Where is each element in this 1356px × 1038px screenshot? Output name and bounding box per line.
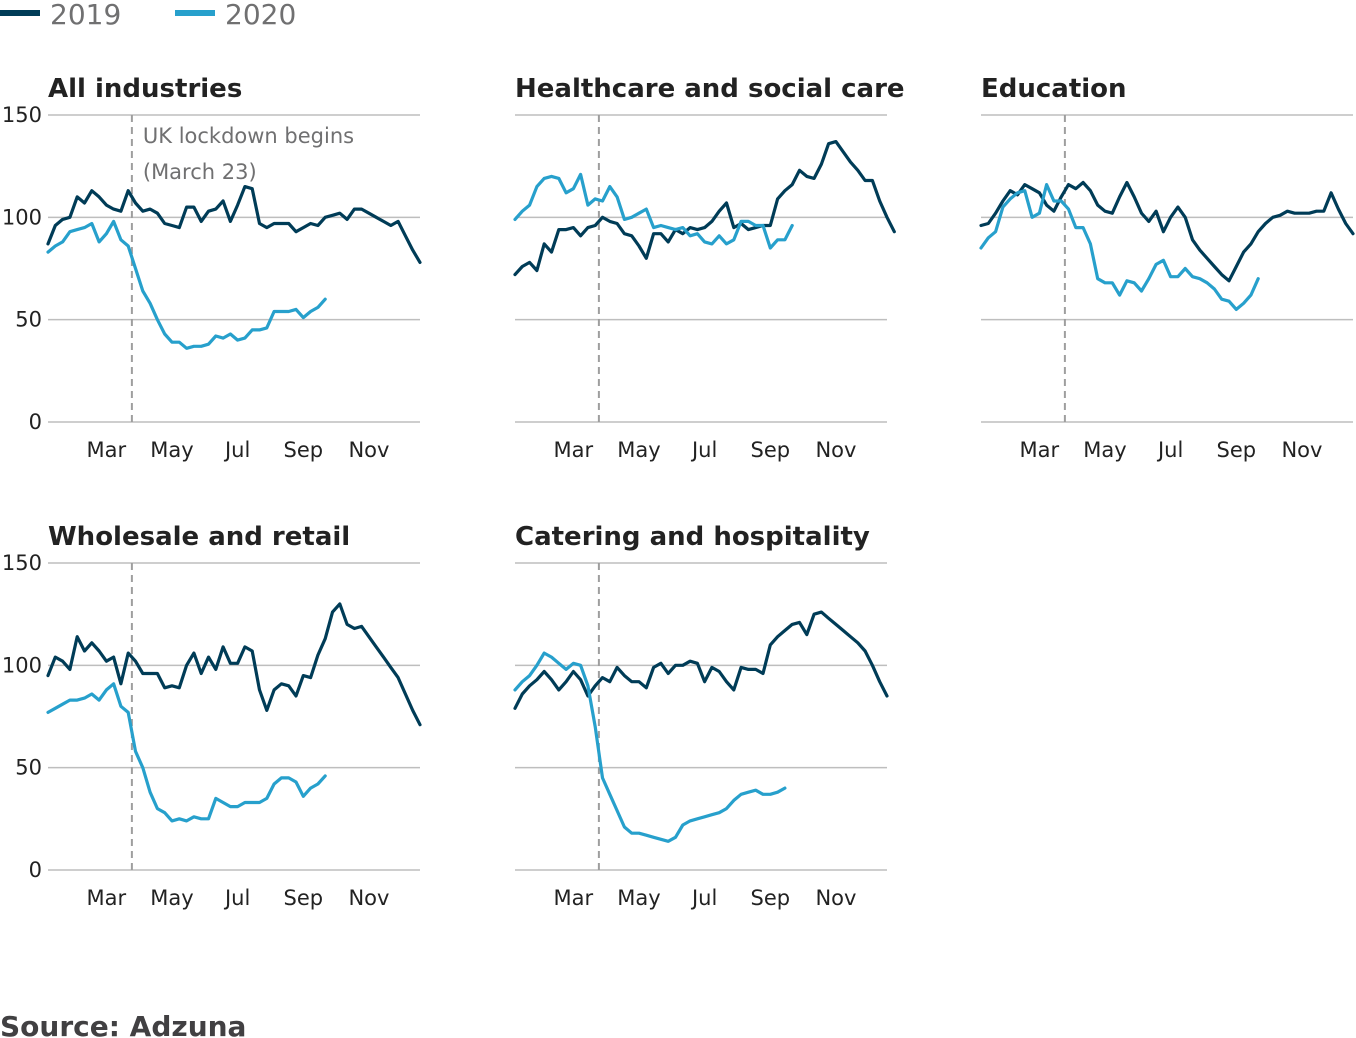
x-tick-label-may: May bbox=[1083, 438, 1126, 462]
y-tick-label-150: 150 bbox=[2, 551, 42, 575]
panel-wholesale-and-retail: Wholesale and retail 0 50 100 150 Mar May Jul Se… bbox=[2, 522, 422, 910]
panels-group: All industries 0 50 100 150 Mar May Jul Sep Nov UK… bbox=[2, 74, 1355, 910]
legend-label-2019: 2019 bbox=[50, 0, 121, 31]
x-tick-label-sep: Sep bbox=[283, 886, 323, 910]
legend-item-2019: 2019 bbox=[0, 0, 121, 31]
panel-title-wholesale-and-retail: Wholesale and retail bbox=[48, 522, 350, 552]
x-tick-label-sep: Sep bbox=[750, 886, 790, 910]
x-tick-label-may: May bbox=[617, 886, 660, 910]
x-tick-label-nov: Nov bbox=[348, 886, 389, 910]
x-tick-label-jul: Jul bbox=[690, 886, 717, 910]
x-tick-label-sep: Sep bbox=[283, 438, 323, 462]
x-tick-label-nov: Nov bbox=[348, 438, 389, 462]
legend-swatch-2019 bbox=[0, 10, 40, 16]
x-tick-label-mar: Mar bbox=[554, 438, 594, 462]
series-line-2020 bbox=[513, 172, 794, 250]
x-tick-label-jul: Jul bbox=[690, 438, 717, 462]
panel-title-education: Education bbox=[981, 74, 1127, 104]
panel-healthcare-and-social-care: Healthcare and social care Mar May Jul Sep No… bbox=[513, 74, 905, 462]
x-tick-label-jul: Jul bbox=[223, 886, 250, 910]
y-tick-label-0: 0 bbox=[29, 410, 42, 434]
x-tick-label-mar: Mar bbox=[87, 438, 127, 462]
series-line-2019 bbox=[46, 185, 422, 264]
panel-education: Education Mar May Jul Sep Nov bbox=[979, 74, 1355, 462]
lockdown-annotation-line2: (March 23) bbox=[143, 160, 257, 184]
series-line-2020 bbox=[46, 219, 327, 350]
x-tick-label-nov: Nov bbox=[815, 886, 856, 910]
series-line-2019 bbox=[46, 602, 422, 727]
y-tick-label-0: 0 bbox=[29, 858, 42, 882]
x-tick-label-may: May bbox=[617, 438, 660, 462]
x-tick-label-may: May bbox=[150, 438, 193, 462]
source-note: Source: Adzuna bbox=[0, 1010, 246, 1038]
series-line-2020 bbox=[513, 651, 787, 843]
panel-title-healthcare-and-social-care: Healthcare and social care bbox=[515, 74, 905, 104]
x-tick-label-nov: Nov bbox=[1281, 438, 1322, 462]
panel-all-industries: All industries 0 50 100 150 Mar May Jul Sep Nov UK… bbox=[2, 74, 422, 462]
x-tick-label-jul: Jul bbox=[223, 438, 250, 462]
legend-item-2020: 2020 bbox=[175, 0, 296, 31]
y-tick-label-100: 100 bbox=[2, 653, 42, 677]
legend-swatch-2020 bbox=[175, 10, 215, 16]
x-tick-label-sep: Sep bbox=[1216, 438, 1256, 462]
series-line-2019 bbox=[513, 140, 896, 277]
series-line-2019 bbox=[513, 610, 889, 710]
x-tick-label-sep: Sep bbox=[750, 438, 790, 462]
y-tick-label-50: 50 bbox=[15, 308, 42, 332]
x-tick-label-mar: Mar bbox=[1020, 438, 1060, 462]
x-tick-label-may: May bbox=[150, 886, 193, 910]
lockdown-annotation-line1: UK lockdown begins bbox=[143, 124, 354, 148]
series-line-2020 bbox=[46, 682, 327, 823]
y-tick-label-100: 100 bbox=[2, 205, 42, 229]
y-tick-label-50: 50 bbox=[15, 756, 42, 780]
x-tick-label-nov: Nov bbox=[815, 438, 856, 462]
panel-title-all-industries: All industries bbox=[48, 74, 242, 104]
x-tick-label-mar: Mar bbox=[87, 886, 127, 910]
y-tick-label-150: 150 bbox=[2, 103, 42, 127]
legend-label-2020: 2020 bbox=[225, 0, 296, 31]
x-tick-label-jul: Jul bbox=[1156, 438, 1183, 462]
legend: 2019 2020 bbox=[0, 0, 296, 31]
panel-title-catering-and-hospitality: Catering and hospitality bbox=[515, 522, 870, 552]
panel-catering-and-hospitality: Catering and hospitality Mar May Jul Sep Nov bbox=[513, 522, 889, 910]
x-tick-label-mar: Mar bbox=[554, 886, 594, 910]
series-line-2020 bbox=[979, 183, 1260, 311]
